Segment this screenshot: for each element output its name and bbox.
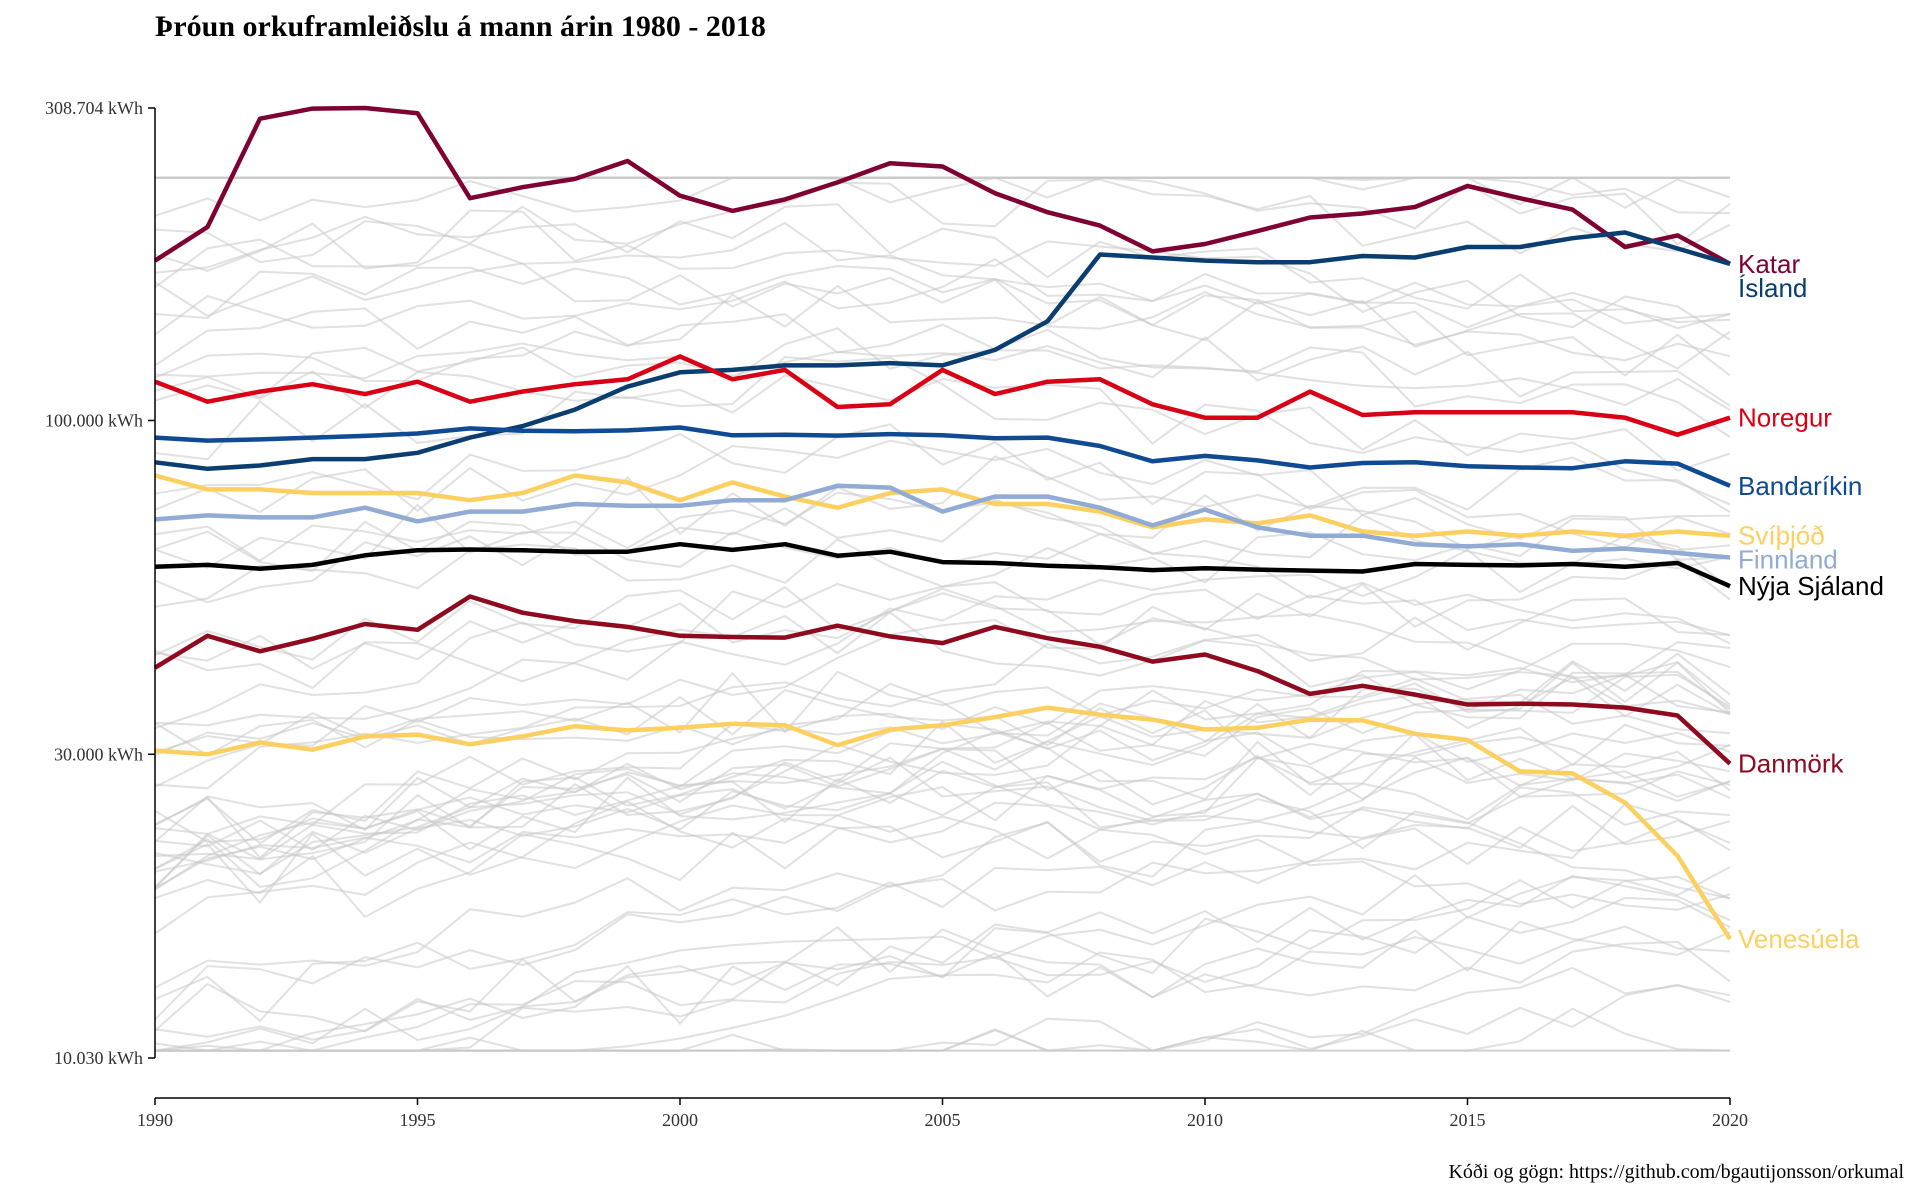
background-series-line (154, 423, 1731, 549)
series-label: Finnland (1738, 545, 1838, 575)
series-label: Bandaríkin (1738, 471, 1862, 501)
background-series-line (154, 611, 1731, 735)
series-line-ísland (154, 230, 1731, 472)
y-tick-label: 30.000 kWh (54, 744, 143, 764)
axes-group: 10.030 kWh 30.000 kWh 100.000 kWh 308.704 k… (45, 98, 1748, 1130)
background-series-line (154, 642, 1731, 835)
background-series-line (154, 770, 1731, 989)
background-series-line (154, 534, 1731, 727)
background-series-line (154, 752, 1731, 891)
background-series-line (154, 203, 1731, 324)
background-series-line (154, 802, 1731, 1023)
y-tick-label: 10.030 kWh (54, 1048, 143, 1068)
series-label: Katar (1738, 249, 1800, 279)
background-series-line (154, 265, 1731, 362)
background-series-line (154, 786, 1731, 905)
background-series-line (154, 355, 1731, 472)
series-line-bandaríkin (154, 425, 1731, 488)
background-series-line (154, 814, 1731, 911)
background-series-line (154, 178, 1731, 264)
background-series-line (155, 925, 1731, 1052)
background-series-line (154, 673, 1731, 875)
background-series-line (154, 819, 1731, 1021)
series-label: Svíþjóð (1738, 521, 1825, 551)
background-series-line (154, 750, 1731, 861)
background-series-line (154, 597, 1731, 790)
background-series-line (154, 209, 1731, 341)
source-caption: Kóði og gögn: https://github.com/bgautij… (1448, 1161, 1904, 1183)
background-series-line (154, 176, 1731, 246)
series-label: Venesúela (1738, 924, 1860, 954)
background-series-line (154, 688, 1731, 798)
x-tick-label: 2000 (662, 1110, 698, 1130)
background-series-line (154, 756, 1731, 900)
x-tick-label: 2010 (1187, 1110, 1223, 1130)
background-series-line (154, 455, 1731, 569)
background-series-line (154, 592, 1731, 716)
background-series-line (154, 221, 1731, 330)
background-series-line (154, 673, 1731, 889)
background-series-line (154, 682, 1731, 799)
background-series-line (155, 966, 1731, 1052)
y-tick-label: 100.000 kWh (45, 410, 143, 430)
series-label: Danmörk (1738, 749, 1844, 779)
background-series-line (154, 557, 1731, 754)
x-tick-label: 1990 (137, 1110, 173, 1130)
background-series-line (154, 258, 1731, 336)
series-line-noregur (154, 354, 1731, 437)
x-tick-label: 2005 (925, 1110, 961, 1130)
series-line-danmörk (153, 594, 1732, 766)
series-label: Ísland (1738, 273, 1807, 303)
x-tick-label: 2020 (1712, 1110, 1748, 1130)
background-series-group (154, 176, 1731, 1052)
background-series-line (154, 439, 1731, 561)
series-line-svíþjóð (154, 473, 1731, 538)
background-series-line (154, 676, 1731, 888)
y-tick-label: 308.704 kWh (45, 98, 143, 118)
series-line-venesúela (154, 705, 1732, 941)
background-series-line (154, 641, 1731, 845)
series-line-finnland (154, 483, 1731, 560)
background-series-line (154, 652, 1731, 788)
series-label: Noregur (1738, 403, 1832, 433)
background-series-line (155, 176, 1731, 215)
x-tick-label: 2015 (1450, 1110, 1486, 1130)
background-series-line (154, 262, 1731, 377)
background-series-line (154, 874, 1731, 1052)
background-series-line (154, 730, 1731, 843)
x-tick-label: 1995 (400, 1110, 436, 1130)
background-series-line (154, 875, 1731, 1052)
background-series-line (154, 284, 1731, 370)
highlighted-series-group (153, 105, 1732, 941)
series-line-katar (153, 105, 1732, 266)
background-series-line (154, 327, 1731, 411)
series-label: Nýja Sjáland (1738, 571, 1884, 601)
background-series-line (154, 374, 1731, 506)
series-line-nýja-sjáland (154, 541, 1731, 589)
background-series-line (154, 585, 1731, 706)
chart-title: Þróun orkuframleiðslu á mann árin 1980 -… (155, 10, 766, 43)
background-series-line (155, 176, 1731, 209)
background-series-line (154, 777, 1731, 888)
background-series-line (155, 983, 1731, 1052)
background-series-line (154, 920, 1731, 1033)
